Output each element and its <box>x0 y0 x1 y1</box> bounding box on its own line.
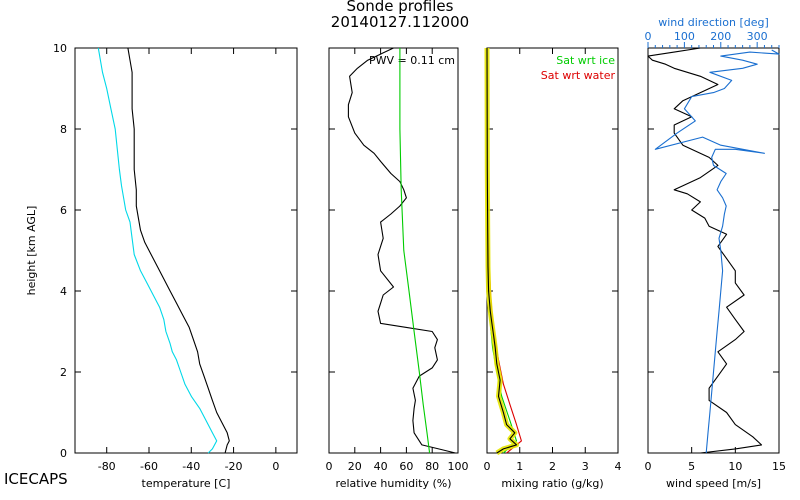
legend-sat-wrt-water: Sat wrt water <box>541 69 616 82</box>
temperature-ytick-label: 10 <box>53 42 67 55</box>
wind-direction-tick-label: 300 <box>747 30 768 43</box>
wind-direction-tick-label: 0 <box>645 30 652 43</box>
mixing_ratio-frame <box>486 47 619 454</box>
wind-direction-axis-label: wind direction [deg] <box>658 16 769 29</box>
temperature-ylabel: height [km AGL] <box>25 206 38 296</box>
chart-title: Sonde profiles <box>346 0 454 15</box>
mixing_ratio-xtick-label: 1 <box>516 460 523 473</box>
rh-series-rh <box>347 47 456 454</box>
mixing_ratio-xlabel: mixing ratio (g/kg) <box>501 477 603 490</box>
wind-xtick-label: 10 <box>728 460 742 473</box>
wind-xlabel: wind speed [m/s] <box>666 477 761 490</box>
temperature-ytick-label: 8 <box>60 123 67 136</box>
temperature-series-dewpoint <box>97 47 218 454</box>
mixing_ratio-xtick-label: 3 <box>582 460 589 473</box>
rh-xtick-label: 100 <box>448 460 469 473</box>
temperature-ytick-label: 2 <box>60 366 67 379</box>
temperature-frame <box>74 47 298 454</box>
rh-xtick-label: 0 <box>326 460 333 473</box>
temperature-ytick-label: 6 <box>60 204 67 217</box>
temperature-xtick-label: -80 <box>98 460 116 473</box>
chart-subtitle: 20140127.112000 <box>330 13 470 31</box>
rh-series-sat-wrt-ice <box>399 48 431 454</box>
temperature-xtick-label: -60 <box>140 460 158 473</box>
wind-series-wind-speed <box>647 47 763 454</box>
rh-xtick-label: 60 <box>399 460 413 473</box>
mixing_ratio-xtick-label: 0 <box>484 460 491 473</box>
rh-xtick-label: 40 <box>374 460 388 473</box>
temperature-series-temperature <box>127 47 230 454</box>
mixing_ratio-series-sat-wrt-water <box>486 47 522 454</box>
wind-xtick-label: 0 <box>645 460 652 473</box>
temperature-xtick-label: 0 <box>272 460 279 473</box>
mixing_ratio-series-mixing-ratio <box>486 47 518 454</box>
rh-xlabel: relative humidity (%) <box>335 477 451 490</box>
rh-xtick-label: 20 <box>348 460 362 473</box>
temperature-ytick-label: 4 <box>60 285 67 298</box>
mixing_ratio-xtick-label: 2 <box>549 460 556 473</box>
wind-series-wind-direction <box>654 49 780 454</box>
mixing_ratio-series-sat-wrt-ice <box>486 47 518 454</box>
wind-xtick-label: 15 <box>772 460 786 473</box>
footer-label: ICECAPS <box>4 470 68 488</box>
legend-sat-wrt-ice: Sat wrt ice <box>556 54 615 67</box>
wind-direction-tick-label: 200 <box>710 30 731 43</box>
temperature-ytick-label: 0 <box>60 447 67 460</box>
mixing-ratio-band <box>484 47 519 456</box>
wind-xtick-label: 5 <box>688 460 695 473</box>
mixing_ratio-xtick-label: 4 <box>615 460 622 473</box>
wind-direction-tick-label: 100 <box>674 30 695 43</box>
temperature-xtick-label: -20 <box>225 460 243 473</box>
rh-annotation: PWV = 0.11 cm <box>369 54 455 67</box>
temperature-xlabel: temperature [C] <box>142 477 231 490</box>
wind-frame <box>647 47 780 454</box>
temperature-xtick-label: -40 <box>182 460 200 473</box>
rh-xtick-label: 80 <box>425 460 439 473</box>
